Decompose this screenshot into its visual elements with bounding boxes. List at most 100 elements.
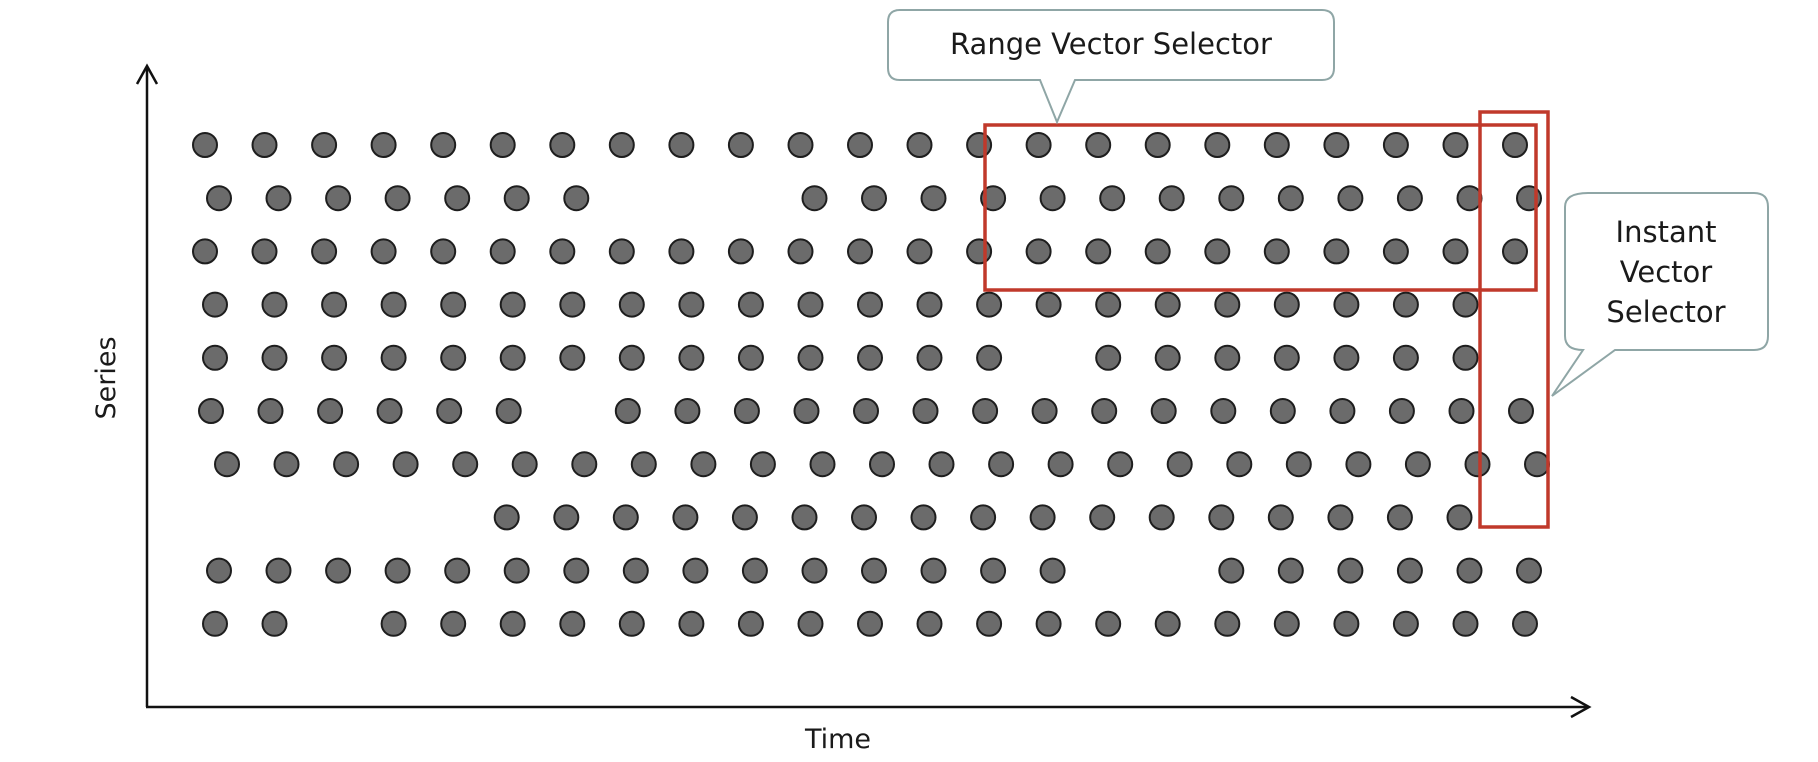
sample-dot [690,451,717,478]
sample-dot [1442,132,1469,158]
sample-dot [1085,238,1112,265]
sample-dot [809,451,836,478]
sample-dot [980,185,1007,212]
sample-dot [1095,291,1122,318]
sample-dot [797,610,824,637]
sample-dot [618,344,645,371]
sample-dot [559,291,586,318]
sample-dot [1218,185,1245,212]
sample-dot [499,344,526,371]
instant-callout-bubble [1551,192,1769,397]
sample-dot [797,291,824,318]
sample-dot [801,557,828,584]
sample-dot [1031,398,1058,424]
sample-dot [970,504,997,531]
sample-dot [1333,344,1360,371]
y-axis-label: Series [91,336,122,419]
sample-dot [668,238,695,265]
sample-dot [1337,557,1364,584]
sample-dot [1508,398,1534,424]
sample-dot [1333,610,1360,637]
sample-dot [261,344,288,371]
sample-dot [787,132,814,158]
sample-dot [741,557,768,584]
sample-dot [910,504,937,531]
sample-dot [1448,398,1475,424]
sample-dot [928,451,955,478]
range-vector-selector-callout: Range Vector Selector [887,9,1335,125]
sample-dot [1095,610,1122,637]
sample-dot [1091,398,1118,424]
sample-dot [1204,132,1231,158]
sample-dot [1210,398,1237,424]
sample-dot [857,291,883,318]
sample-dot [737,610,764,637]
sample-dot [972,398,999,424]
sample-dot [733,398,760,424]
sample-dot [1456,185,1483,212]
sample-dot [1386,504,1413,531]
sample-dot [202,610,228,637]
sample-dot [1446,504,1473,531]
sample-dot [737,344,764,371]
sample-dot [380,344,407,371]
sample-dot [1144,238,1171,265]
sample-dot [1333,291,1360,318]
sample-dot [1214,344,1241,371]
sample-dot [1267,504,1294,531]
sample-dot [503,557,530,584]
sample-dot [869,451,895,478]
sample-dot [1273,291,1300,318]
sample-dot [737,291,764,318]
sample-dot [370,132,397,158]
sample-dot [1396,557,1423,584]
sample-dot [1273,344,1300,371]
sample-dot [202,291,228,318]
sample-dot [853,398,879,424]
sample-dot [1452,291,1479,318]
sample-dot [668,132,695,158]
sample-dot [444,557,471,584]
sample-dot [1166,451,1193,478]
sample-dot [489,238,516,265]
sample-dot [1502,132,1528,158]
sample-dot [861,185,887,212]
sample-dot [727,132,754,158]
sample-dot [618,610,645,637]
sample-dot [1323,132,1350,158]
sample-dot [1158,185,1185,212]
sample-dot [376,398,403,424]
sample-dot [1208,504,1235,531]
sample-dot [273,451,300,478]
sample-dot [559,344,586,371]
sample-dot [1452,344,1479,371]
sample-dot [682,557,709,584]
sample-dot [801,185,828,212]
sample-dot [563,185,590,212]
sample-dot [1218,557,1245,584]
sample-dot [906,132,933,158]
sample-dot [1154,610,1181,637]
sample-dot [1327,504,1354,531]
sample-dot [678,610,705,637]
sample-dot [1154,291,1181,318]
sample-dot [549,238,576,265]
sample-dot [1277,557,1304,584]
sample-dot [851,504,877,531]
sample-dot [440,291,467,318]
sample-dot [436,398,463,424]
sample-dot [1502,238,1528,265]
instant-vector-selector-box [1478,110,1550,529]
sample-dot [1089,504,1116,531]
sample-dot [380,291,407,318]
sample-dot [920,557,947,584]
instant-vector-selector-callout: Instant Vector Selector [1551,192,1769,397]
range-vector-selector-box [983,123,1538,292]
sample-dot [1035,610,1062,637]
sample-dot [257,398,284,424]
sample-dot [261,291,288,318]
sample-dot [1226,451,1253,478]
sample-dot [1329,398,1356,424]
sample-dot [499,291,526,318]
sample-dot [1382,132,1409,158]
